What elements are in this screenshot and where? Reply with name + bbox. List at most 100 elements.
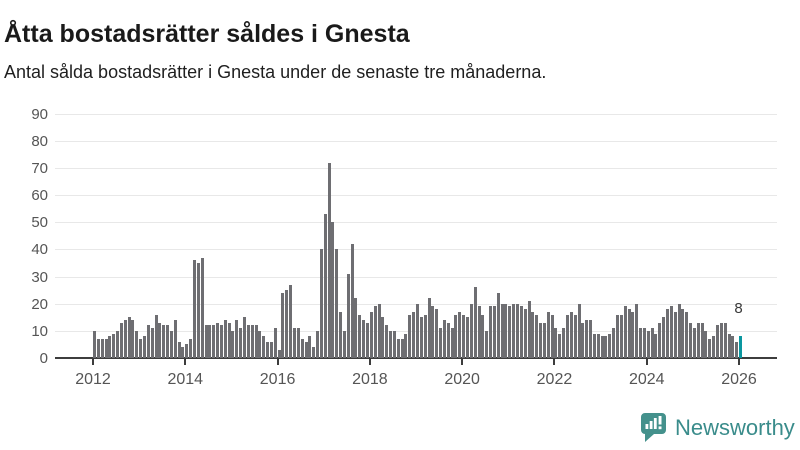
chart-title: Åtta bostadsrätter såldes i Gnesta [4,19,410,48]
bar [169,330,173,358]
bar [558,333,562,358]
x-axis-line [55,357,777,359]
bar [600,336,604,358]
bar [196,262,200,358]
bar [346,273,350,358]
bar [592,333,596,358]
gridline-y-30 [55,276,777,278]
x-axis-tick-label: 2024 [628,371,665,388]
gridline-y-50 [55,222,777,224]
bar [119,322,123,358]
bar [619,314,623,358]
x-axis-tick [92,359,94,365]
bar [200,257,204,358]
bar [554,328,558,358]
newsworthy-logo: Newsworthy [641,413,795,442]
bar [477,306,481,358]
bar [342,330,346,358]
bar [192,260,196,358]
bar [446,322,450,358]
bar [481,314,485,358]
bar [608,333,612,358]
y-axis-tick-label: 50 [31,214,48,232]
bar [312,347,316,358]
x-axis-tick-label: 2014 [167,371,204,388]
bar [185,344,189,358]
bar [389,330,393,358]
bar [227,322,231,358]
bar [627,309,631,358]
bar [339,311,343,358]
bar [427,298,431,358]
bar [469,303,473,358]
bar [565,314,569,358]
y-axis-tick-label: 70 [31,159,48,177]
bar [100,338,104,358]
bar [246,325,250,358]
bar [712,336,716,358]
bar [231,330,235,358]
bar [139,338,143,358]
bar [642,328,646,358]
bar [454,314,458,358]
bar [589,319,593,358]
bar [392,330,396,358]
bar [542,322,546,358]
bar [285,290,289,358]
bar [362,319,366,358]
gridline-y-80 [55,140,777,142]
bar [277,349,281,358]
bar [327,162,331,358]
bar [408,314,412,358]
bar [404,333,408,358]
bar [319,249,323,358]
bar [308,336,312,358]
gridline-y-90 [55,113,777,115]
bar [373,306,377,358]
x-axis-tick [276,359,279,365]
bar [419,317,423,358]
bar [573,314,577,358]
bar [704,330,708,358]
bar [585,319,589,358]
bar [708,338,712,358]
bar [423,314,427,358]
bar [216,322,220,358]
x-axis-tick [368,359,371,365]
bar [689,322,693,358]
chart-subtitle: Antal sålda bostadsrätter i Gnesta under… [4,62,547,82]
bar [116,330,120,358]
bar [385,325,389,358]
bar [431,306,435,358]
bar [519,306,523,358]
bar [531,311,535,358]
bar [358,314,362,358]
bar [508,306,512,358]
y-axis-tick-label: 60 [31,187,48,205]
bar [108,336,112,358]
bar [496,292,500,358]
bar [581,322,585,358]
bar [162,325,166,358]
bar [731,336,735,358]
bar [735,341,739,358]
bar [96,338,100,358]
bar [296,328,300,358]
bar [281,292,285,358]
bar [269,341,273,358]
bar [715,325,719,358]
bar [516,303,519,358]
bar [181,347,185,358]
bar [458,311,462,358]
bar [400,338,404,358]
bar [412,311,416,358]
bar [350,243,354,358]
y-axis-tick-label: 40 [31,241,48,259]
gridline-y-10 [55,330,777,332]
bar [681,309,685,358]
bar [669,306,673,358]
bar [512,303,516,358]
y-axis-tick-label: 90 [31,105,48,123]
bar [677,303,681,358]
bar [166,325,170,358]
